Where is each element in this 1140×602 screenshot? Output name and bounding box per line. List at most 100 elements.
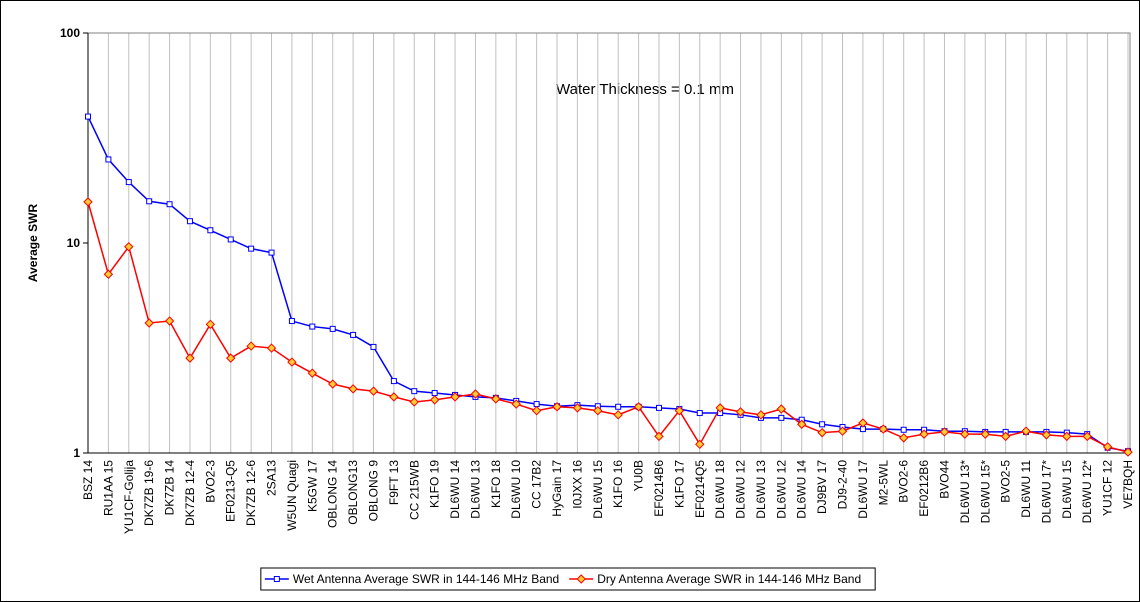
point — [1082, 431, 1092, 442]
point — [655, 404, 662, 411]
x-tick-label: YU0B — [632, 460, 646, 491]
x-tick-label: K1FO 18 — [489, 460, 503, 508]
point — [266, 343, 277, 353]
point — [1021, 426, 1031, 436]
series-line — [87, 116, 1129, 452]
point — [348, 384, 358, 394]
point — [390, 378, 397, 385]
x-tick-label: DL6WU 15 — [591, 460, 605, 519]
point — [164, 316, 175, 326]
point — [593, 405, 603, 416]
x-tick-label: DK7ZB 12-6 — [244, 460, 258, 526]
x-tick-label: YU1CF 12 — [1101, 460, 1115, 516]
x-tick-label: DL6WU 12 — [734, 460, 748, 519]
legend-box — [260, 567, 876, 591]
point — [450, 392, 460, 402]
point — [817, 427, 827, 438]
point — [307, 368, 318, 378]
y-axis-label: Average SWR — [26, 204, 40, 283]
x-tick-label: I0JXX 16 — [570, 460, 584, 509]
x-tick-label: OBLONG 14 — [326, 460, 340, 528]
x-tick-label: DL6WU 12 — [774, 460, 788, 519]
x-tick-label: DK7ZB 12-4 — [183, 460, 197, 526]
x-tick-label: EF0212B6 — [917, 460, 931, 517]
series-line — [87, 201, 1129, 453]
x-tick-label: CC 215WB — [407, 460, 421, 520]
x-tick-label: DL6WU 15 — [1060, 460, 1074, 519]
point — [470, 389, 481, 399]
point — [146, 198, 153, 205]
x-tick-label: VE7BQH — [1121, 460, 1135, 509]
point — [227, 236, 234, 243]
point — [327, 379, 338, 389]
x-tick-label: DL6WU 11 — [1019, 460, 1033, 518]
point — [185, 353, 195, 363]
x-tick-label: HyGain 17 — [550, 460, 564, 517]
point — [125, 179, 132, 186]
point — [633, 402, 644, 412]
point — [1123, 447, 1133, 457]
point — [695, 439, 705, 450]
point — [613, 410, 623, 420]
x-tick-label: EF0214Q5 — [693, 460, 707, 518]
point — [1000, 431, 1011, 442]
y-tick-label: 10 — [67, 236, 81, 250]
point — [900, 426, 907, 433]
point — [552, 402, 562, 412]
x-tick-label: 2SA13 — [265, 460, 279, 496]
point — [431, 390, 438, 397]
point — [1102, 442, 1113, 452]
point — [776, 404, 787, 414]
x-tick-label: BVO44 — [937, 460, 951, 499]
point — [409, 397, 419, 407]
point — [715, 403, 725, 413]
point — [368, 386, 379, 396]
point — [960, 429, 970, 439]
x-tick-label: DL6WU 12* — [1080, 460, 1094, 524]
x-tick-label: DL6WU 13* — [958, 460, 972, 524]
point — [309, 323, 316, 330]
point — [246, 341, 256, 351]
x-tick-label: K5GW 17 — [305, 460, 319, 512]
point — [207, 227, 214, 234]
point — [819, 421, 826, 428]
legend-label: Dry Antenna Average SWR in 144-146 MHz B… — [597, 572, 861, 586]
point — [615, 403, 622, 410]
x-tick-label: M2-5WL — [876, 460, 890, 506]
point — [105, 156, 112, 163]
x-tick-label: BVO2-6 — [897, 460, 911, 503]
x-tick-label: K1FO 16 — [611, 460, 625, 508]
x-tick-label: DJ9BV 17 — [815, 460, 829, 514]
point — [939, 427, 950, 437]
y-tick-label: 1 — [73, 446, 80, 460]
point — [837, 426, 848, 436]
point — [370, 343, 377, 350]
point — [778, 414, 785, 421]
x-tick-label: DL6WU 17* — [1039, 460, 1053, 524]
x-tick-label: DL6WU 13 — [754, 460, 768, 519]
x-tick-label: F9FT 13 — [387, 460, 401, 505]
x-tick-label: DJ9-2-40 — [836, 460, 850, 510]
point — [268, 249, 275, 256]
point — [103, 269, 114, 279]
x-tick-label: BVO2-3 — [203, 460, 217, 503]
x-tick-label: OBLONG13 — [346, 460, 360, 525]
x-tick-label: DL6WU 18 — [713, 460, 727, 519]
point — [654, 431, 664, 442]
point — [186, 218, 193, 225]
point — [511, 399, 521, 409]
point — [288, 318, 295, 325]
x-tick-label: BSZ 14 — [81, 460, 95, 500]
point — [166, 201, 173, 208]
point — [919, 429, 929, 439]
point — [797, 419, 807, 429]
x-tick-label: DL6WU 14 — [448, 460, 462, 519]
x-tick-label: RU1AA 15 — [101, 460, 115, 516]
point — [878, 424, 889, 434]
point — [572, 403, 583, 413]
legend-label: Wet Antenna Average SWR in 144-146 MHz B… — [293, 572, 559, 586]
point — [531, 405, 542, 416]
point — [248, 245, 255, 252]
x-tick-label: DL6WU 14 — [795, 460, 809, 519]
